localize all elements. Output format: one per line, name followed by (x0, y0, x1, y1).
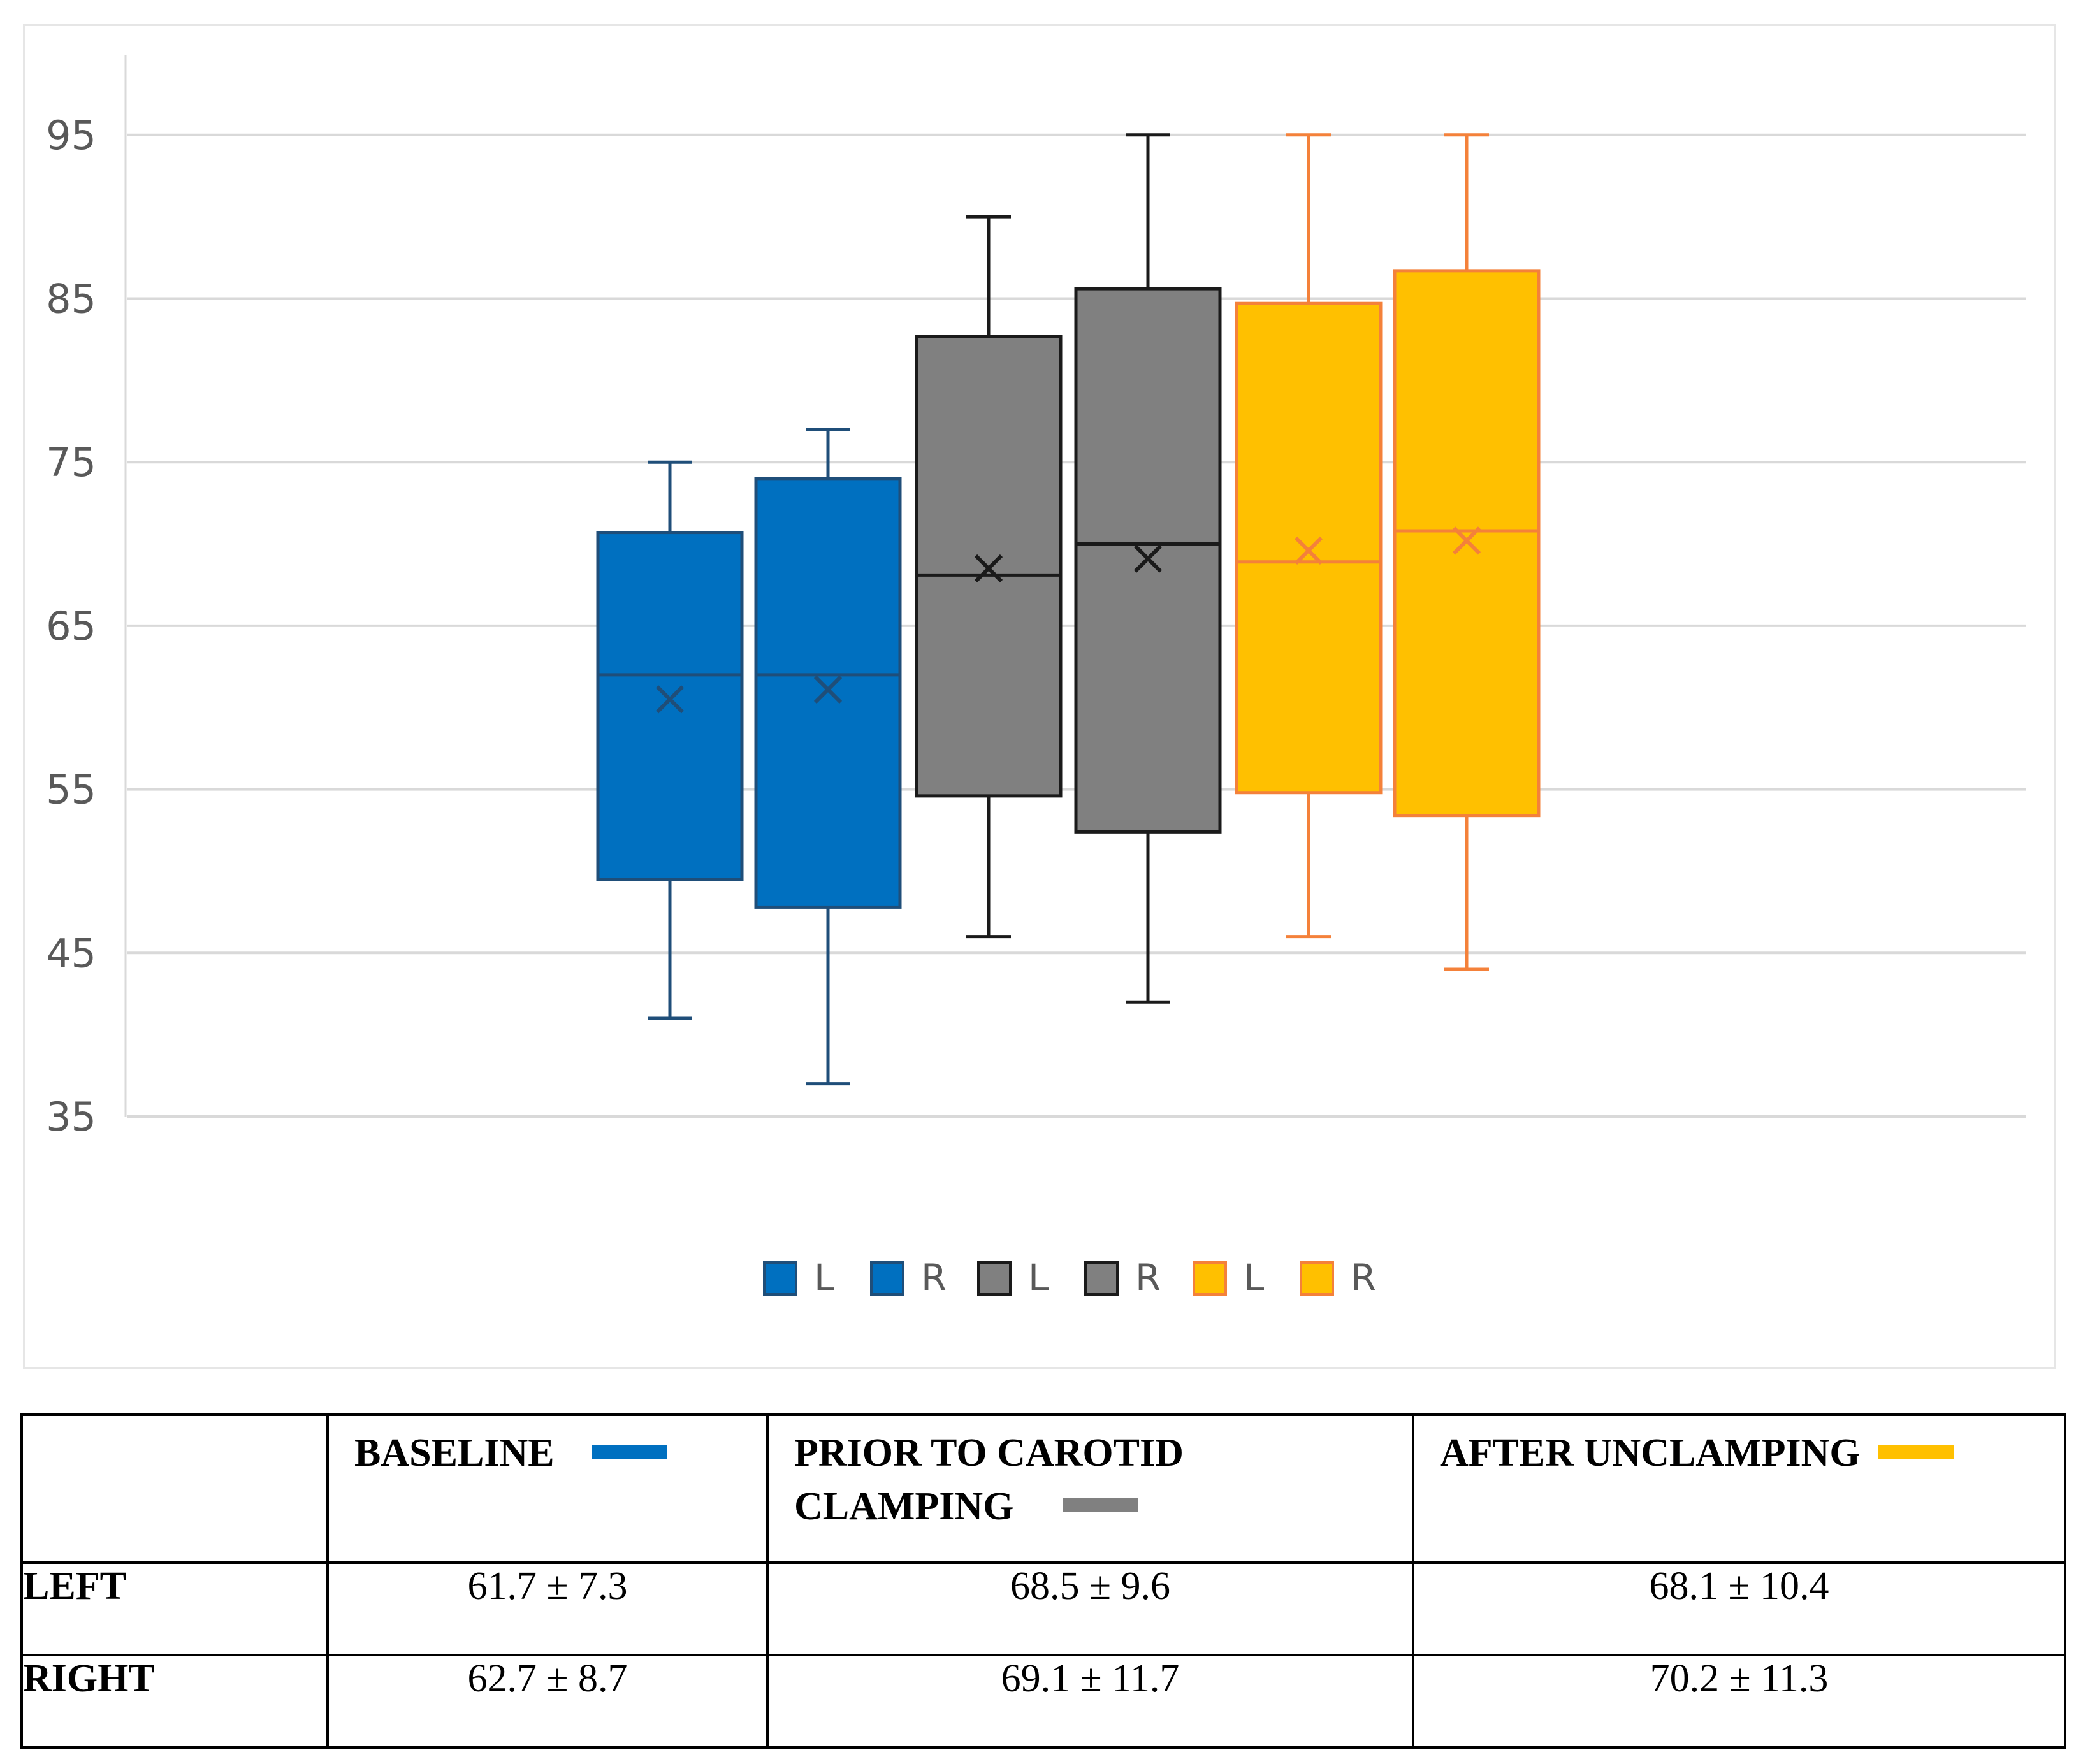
box-1-iqr (596, 531, 744, 881)
box-4-mean-marker (1133, 544, 1163, 573)
y-tick-label-35: 35 (46, 1094, 96, 1140)
box-2-mean-marker (813, 675, 843, 704)
box-6-mean-marker (1452, 526, 1481, 555)
header-after-unclamping-label: AFTER UNCLAMPING (1440, 1431, 1861, 1475)
y-tick-label-55: 55 (46, 767, 96, 813)
y-tick-label-85: 85 (46, 276, 96, 322)
legend-label-2: R (921, 1256, 947, 1299)
legend-swatch-5 (1193, 1261, 1227, 1296)
row-label-right: RIGHT (20, 1654, 329, 1749)
header-baseline: BASELINE (326, 1413, 769, 1564)
header-prior-clamping: PRIOR TO CAROTID CLAMPING (766, 1413, 1414, 1564)
legend-label-1: L (814, 1256, 834, 1299)
right-prior-clamping-value: 69.1 ± 11.7 (766, 1654, 1414, 1749)
y-tick-label-75: 75 (46, 439, 96, 486)
left-baseline-value: 61.7 ± 7.3 (326, 1561, 769, 1656)
legend-label-6: R (1351, 1256, 1376, 1299)
legend-swatch-6 (1300, 1261, 1334, 1296)
after-unclamping-color-swatch (1878, 1444, 1954, 1459)
prior-clamping-color-swatch (1063, 1498, 1139, 1512)
legend-label-5: L (1244, 1256, 1264, 1299)
y-tick-label-45: 45 (46, 930, 96, 976)
summary-table: BASELINE PRIOR TO CAROTID CLAMPING AFTER… (20, 1413, 2066, 1749)
table-corner-cell (20, 1413, 329, 1564)
box-1-mean-marker (655, 685, 685, 714)
baseline-color-swatch (591, 1444, 667, 1459)
legend-label-4: R (1135, 1256, 1161, 1299)
table-header-row: BASELINE PRIOR TO CAROTID CLAMPING AFTER… (20, 1413, 2066, 1564)
box-3-mean-marker (974, 554, 1003, 583)
header-after-unclamping: AFTER UNCLAMPING (1412, 1413, 2066, 1564)
box-2-iqr (754, 477, 902, 909)
table-row-left: LEFT 61.7 ± 7.3 68.5 ± 9.6 68.1 ± 10.4 (20, 1561, 2066, 1656)
legend-swatch-1 (763, 1261, 797, 1296)
header-prior-clamping-label: PRIOR TO CAROTID CLAMPING (794, 1431, 1184, 1528)
right-baseline-value: 62.7 ± 8.7 (326, 1654, 769, 1749)
left-prior-clamping-value: 68.5 ± 9.6 (766, 1561, 1414, 1656)
row-label-left: LEFT (20, 1561, 329, 1656)
legend-swatch-4 (1084, 1261, 1119, 1296)
y-tick-label-65: 65 (46, 603, 96, 649)
chart-panel: 35 45 55 65 75 85 95 L R L R L R (23, 24, 2056, 1369)
header-baseline-label: BASELINE (354, 1431, 555, 1475)
left-after-unclamping-value: 68.1 ± 10.4 (1412, 1561, 2066, 1656)
table-row-right: RIGHT 62.7 ± 8.7 69.1 ± 11.7 70.2 ± 11.3 (20, 1654, 2066, 1749)
legend-label-3: L (1028, 1256, 1049, 1299)
right-after-unclamping-value: 70.2 ± 11.3 (1412, 1654, 2066, 1749)
legend-swatch-3 (977, 1261, 1012, 1296)
y-tick-label-95: 95 (46, 112, 96, 159)
box-plot-chart: 35 45 55 65 75 85 95 L R L R L R (46, 55, 2026, 1299)
box-5-mean-marker (1294, 536, 1323, 565)
legend-swatch-2 (870, 1261, 904, 1296)
